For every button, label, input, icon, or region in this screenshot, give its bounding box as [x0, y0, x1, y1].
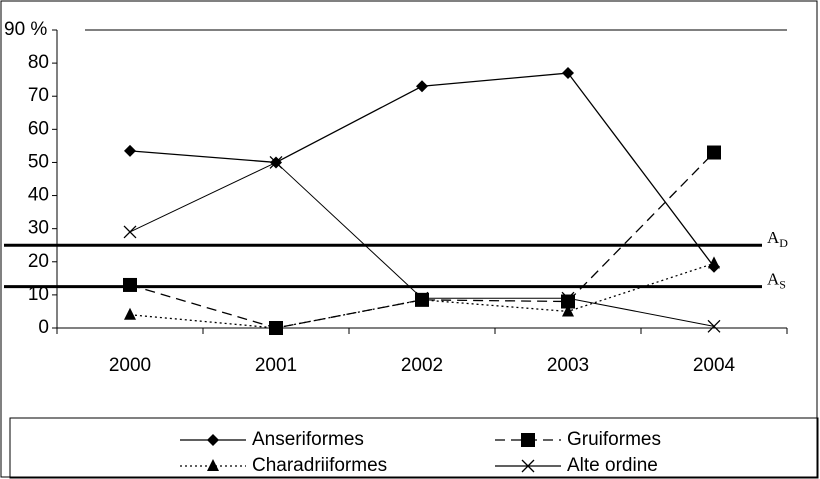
legend-marker: [207, 459, 219, 471]
y-tick-label: 90 %: [4, 19, 47, 40]
legend-marker: [521, 433, 535, 447]
marker: [708, 256, 720, 269]
y-tick-label: 50: [28, 151, 49, 172]
reference-label: AD: [767, 228, 788, 250]
reference-sub: S: [779, 277, 786, 291]
marker: [562, 304, 574, 317]
marker: [707, 319, 721, 333]
legend-label: Gruiformes: [567, 429, 661, 450]
x-tick-label: 2004: [693, 355, 736, 376]
marker: [707, 145, 721, 160]
y-tick-label: 0: [38, 317, 49, 338]
reference-name: A: [767, 270, 780, 289]
marker: [123, 225, 137, 239]
y-tick-label: 60: [28, 118, 49, 139]
y-tick-label: 30: [28, 218, 49, 239]
y-tick-label: 40: [28, 185, 49, 206]
legend-label: Anseriformes: [252, 429, 364, 450]
y-tick-label: 80: [28, 52, 49, 73]
marker: [123, 277, 137, 292]
x-tick-label: 2003: [547, 355, 589, 376]
legend-label: Alte ordine: [567, 455, 658, 476]
marker: [269, 155, 283, 169]
legend-marker: [207, 434, 219, 446]
marker: [561, 291, 575, 305]
reference-name: A: [767, 228, 780, 247]
reference-sub: D: [779, 236, 788, 250]
x-tick-label: 2001: [255, 355, 297, 376]
marker: [415, 291, 429, 305]
series-line: [129, 152, 715, 329]
y-tick-label: 10: [28, 284, 49, 305]
reference-label: AS: [767, 270, 786, 292]
series-line: [129, 72, 715, 268]
legend-box: [9, 417, 819, 479]
y-tick-label: 70: [28, 85, 49, 106]
marker: [124, 144, 136, 157]
legend-marker: [521, 459, 535, 473]
marker: [416, 80, 428, 93]
legend-label: Charadriiformes: [252, 455, 387, 476]
x-tick-label: 2002: [401, 355, 443, 376]
y-tick-label: 20: [28, 251, 49, 272]
x-tick-label: 2000: [109, 355, 151, 376]
marker: [124, 307, 136, 320]
marker: [562, 67, 574, 80]
marker: [270, 321, 282, 333]
